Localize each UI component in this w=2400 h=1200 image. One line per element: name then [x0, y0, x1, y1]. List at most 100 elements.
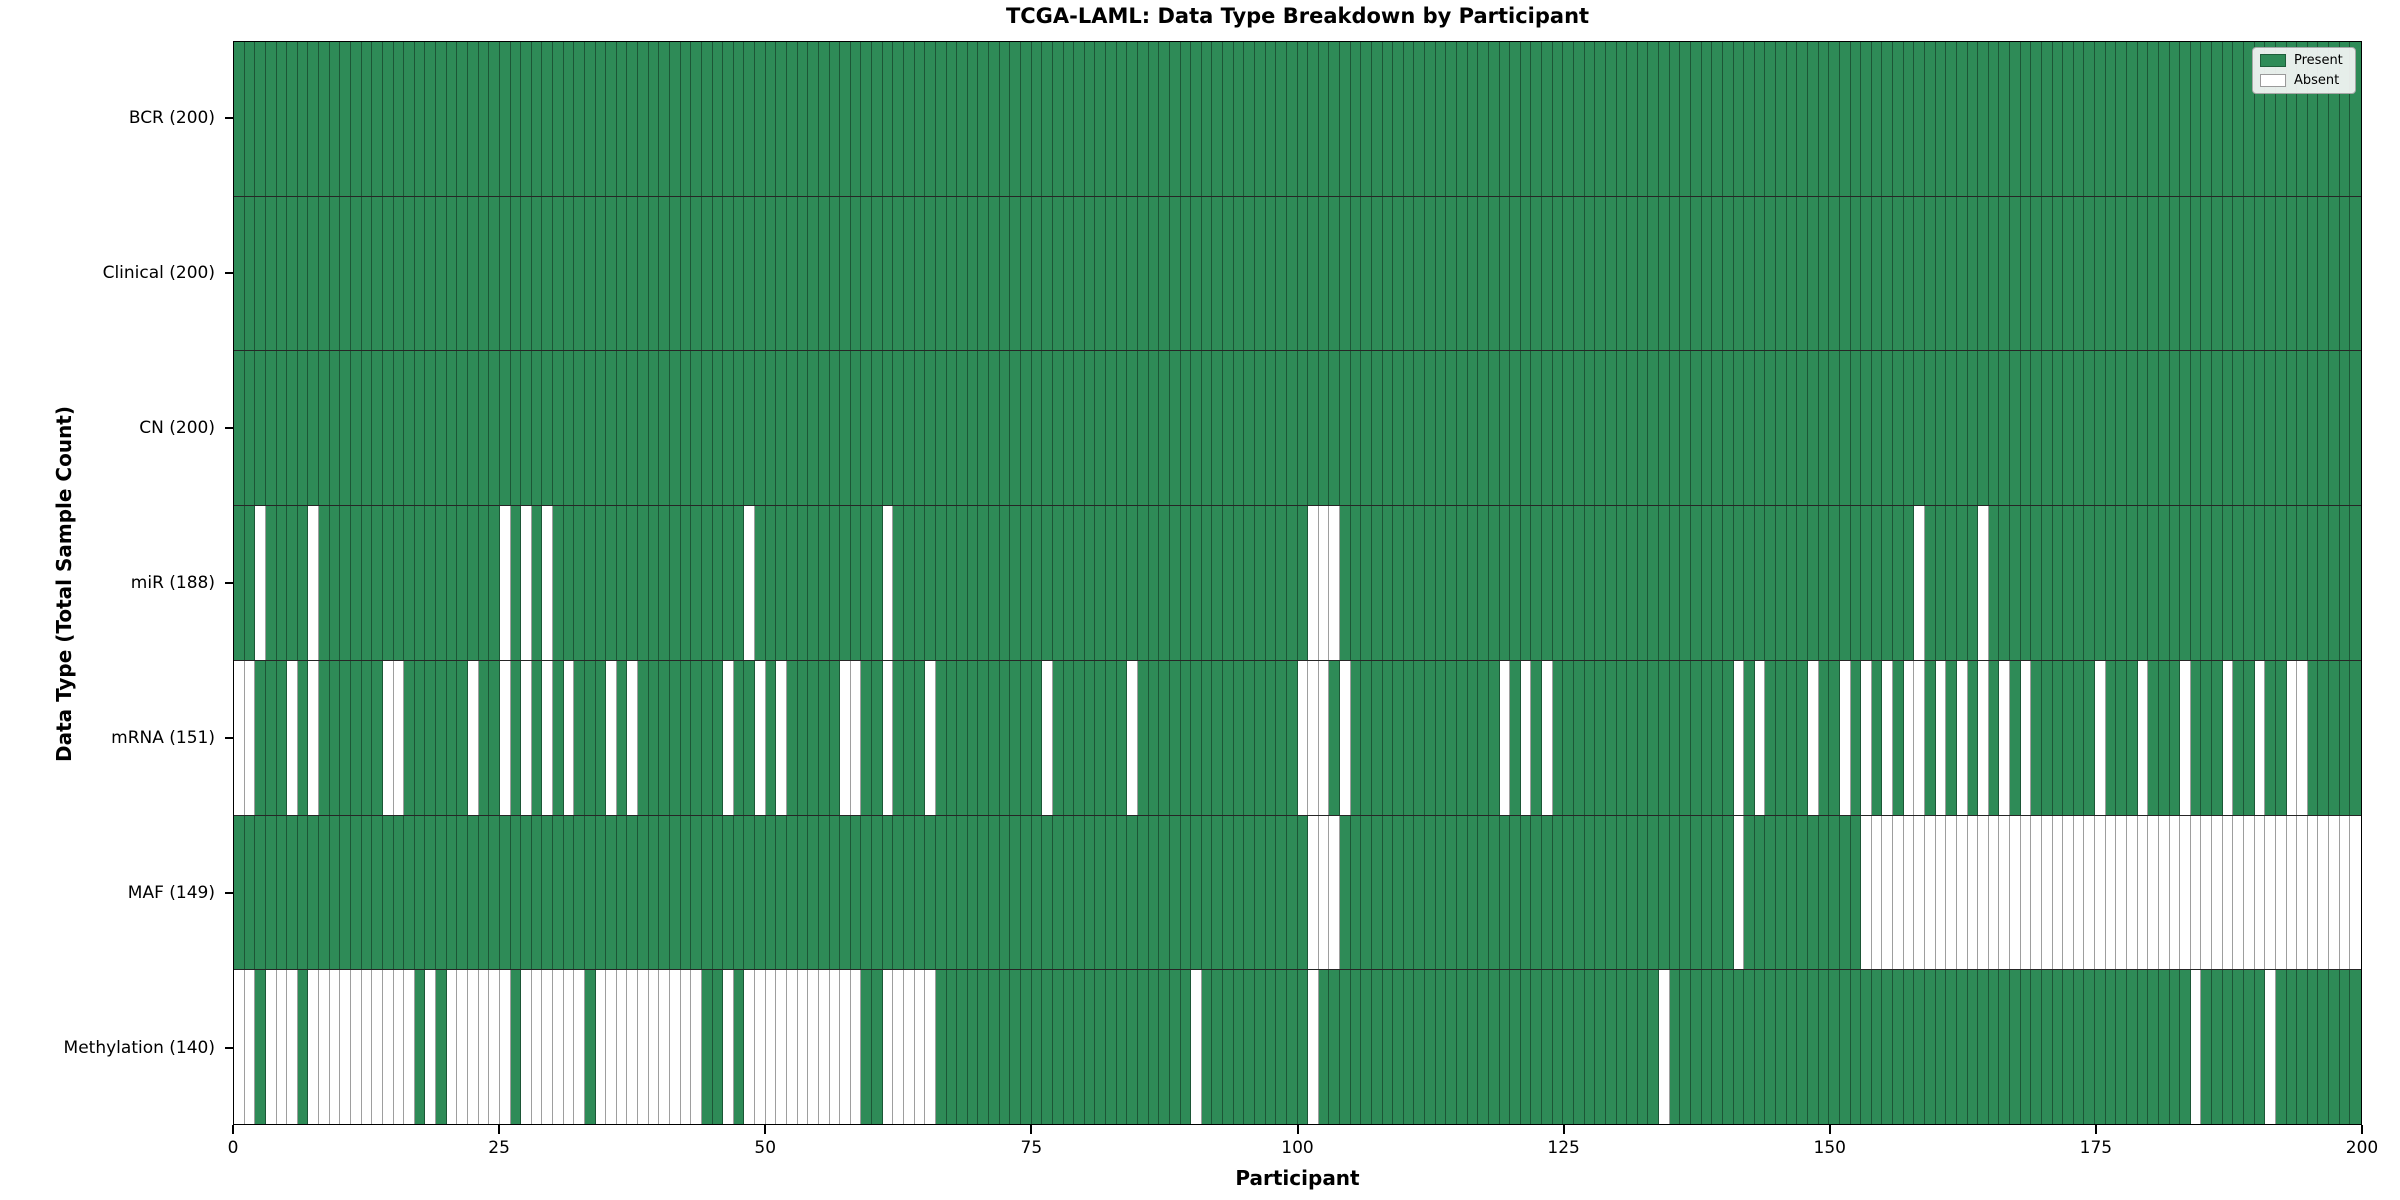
heatmap-cell [1712, 970, 1723, 1125]
heatmap-cell [2105, 351, 2117, 506]
heatmap-cell [1254, 815, 1266, 970]
heatmap-cell [308, 196, 320, 351]
heatmap-cell [1276, 970, 1287, 1125]
heatmap-cell [2222, 815, 2234, 970]
heatmap-cell [1074, 815, 1085, 970]
heatmap-cell [893, 196, 904, 351]
heatmap-cell [425, 196, 437, 351]
heatmap-cell [2201, 351, 2213, 506]
heatmap-cell [2190, 506, 2202, 660]
heatmap-cell [1308, 815, 1319, 970]
heatmap-cell [1574, 970, 1585, 1125]
heatmap-cell [2329, 506, 2340, 660]
heatmap-cell [872, 815, 883, 970]
heatmap-cell [1797, 506, 1808, 660]
heatmap-cell [361, 506, 373, 660]
heatmap-cell [521, 351, 532, 506]
heatmap-cell [2180, 815, 2191, 970]
heatmap-cell [404, 815, 415, 970]
heatmap-cell [329, 42, 341, 196]
heatmap-cell [1148, 196, 1160, 351]
heatmap-cell [733, 970, 745, 1125]
heatmap-cell [2307, 660, 2319, 815]
heatmap-cell [2084, 660, 2096, 815]
heatmap-cell [659, 42, 671, 196]
heatmap-cell [1106, 970, 1117, 1125]
heatmap-cell [1786, 351, 1798, 506]
heatmap-cell [1499, 196, 1511, 351]
heatmap-cell [553, 970, 564, 1125]
heatmap-cell [2127, 196, 2138, 351]
heatmap-cell [244, 660, 256, 815]
heatmap-cell [1074, 351, 1085, 506]
heatmap-cell [1212, 660, 1224, 815]
heatmap-cell [967, 42, 979, 196]
heatmap-cell [489, 815, 500, 970]
heatmap-cell [1776, 970, 1787, 1125]
heatmap-cell [1765, 815, 1777, 970]
heatmap-cell [882, 660, 894, 815]
heatmap-cell [1967, 970, 1979, 1125]
heatmap-cell [1286, 196, 1298, 351]
heatmap-cell [584, 970, 596, 1125]
heatmap-cell [2244, 196, 2255, 351]
heatmap-cell [2307, 815, 2319, 970]
heatmap-cell [1818, 660, 1830, 815]
heatmap-cell [531, 506, 543, 660]
heatmap-cell [404, 351, 415, 506]
heatmap-cell [425, 506, 437, 660]
heatmap-cell [1148, 351, 1160, 506]
heatmap-cell [1425, 815, 1436, 970]
heatmap-cell [382, 42, 394, 196]
heatmap-cell [2127, 970, 2138, 1125]
heatmap-cell [1467, 196, 1479, 351]
x-tick-mark [764, 1125, 767, 1134]
heatmap-cell [563, 660, 575, 815]
heatmap-cell [989, 196, 1000, 351]
heatmap-cell [531, 815, 543, 970]
heatmap-cell [925, 970, 936, 1125]
heatmap-cell [1393, 815, 1404, 970]
heatmap-cell [1648, 815, 1660, 970]
heatmap-cell [1563, 351, 1574, 506]
heatmap-cell [2190, 970, 2202, 1125]
heatmap-cell [489, 351, 500, 506]
heatmap-cell [1297, 970, 1309, 1125]
heatmap-cell [1159, 196, 1170, 351]
heatmap-cell [361, 815, 373, 970]
heatmap-cell [436, 196, 447, 351]
heatmap-cell [510, 506, 522, 660]
heatmap-cell [393, 351, 405, 506]
heatmap-cell [1722, 970, 1734, 1125]
heatmap-cell [925, 42, 936, 196]
x-tick-label: 100 [1281, 1138, 1314, 1158]
heatmap-cell [1180, 196, 1192, 351]
heatmap-cell [1435, 506, 1447, 660]
heatmap-cell [1127, 42, 1138, 196]
heatmap-cell [1978, 970, 1989, 1125]
heatmap-cell [787, 815, 798, 970]
heatmap-cell [446, 815, 458, 970]
heatmap-cell [606, 42, 617, 196]
heatmap-cell [265, 506, 277, 660]
heatmap-cell [2095, 970, 2106, 1125]
heatmap-cell [1850, 351, 1862, 506]
chart-title: TCGA-LAML: Data Type Breakdown by Partic… [1005, 4, 1590, 28]
heatmap-cell [1690, 196, 1702, 351]
heatmap-cell [574, 506, 585, 660]
heatmap-cell [893, 351, 904, 506]
heatmap-cell [1861, 970, 1872, 1125]
heatmap-cell [265, 196, 277, 351]
heatmap-cell [1722, 42, 1734, 196]
heatmap-cell [1031, 196, 1043, 351]
heatmap-cell [467, 506, 479, 660]
heatmap-cell [2137, 42, 2149, 196]
heatmap-cell [436, 351, 447, 506]
heatmap-cell [1701, 196, 1713, 351]
heatmap-cell [1818, 815, 1830, 970]
x-tick-label: 200 [2345, 1138, 2379, 1158]
heatmap-cell [1169, 970, 1181, 1125]
heatmap-cell [755, 660, 766, 815]
heatmap-cell [1637, 42, 1649, 196]
heatmap-cell [701, 42, 713, 196]
